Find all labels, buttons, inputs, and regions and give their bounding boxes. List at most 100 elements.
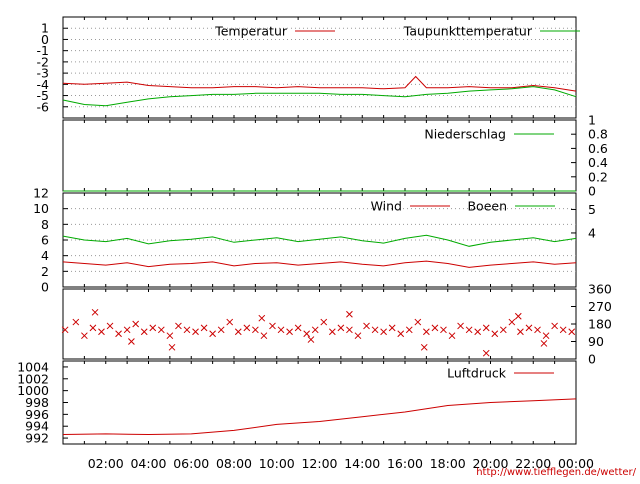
y2-tick-label: 270 — [588, 299, 612, 314]
y-tick-label: 0 — [41, 280, 49, 295]
data-point — [252, 326, 259, 334]
y-tick-label: 0 — [41, 32, 49, 47]
data-point — [106, 322, 114, 330]
y2-tick-label: 360 — [588, 282, 612, 297]
y-tick-label: 994 — [25, 419, 49, 434]
y-tick-label: -4 — [37, 77, 50, 92]
data-point — [132, 320, 140, 328]
data-point — [269, 322, 276, 330]
pressure-panel — [62, 360, 577, 445]
x-tick-label: 22:00 — [515, 456, 551, 471]
data-point — [168, 343, 176, 351]
y2-tick-label: 0.6 — [588, 141, 608, 156]
y2-tick-label: 0.8 — [588, 127, 608, 142]
legend-label: Niederschlag — [424, 127, 506, 142]
data-point — [81, 332, 88, 340]
x-tick-label: 04:00 — [130, 456, 166, 471]
data-point — [217, 326, 225, 334]
data-point — [61, 326, 69, 334]
data-point — [175, 322, 182, 330]
wind-line — [62, 260, 577, 268]
y-tick-label: 2 — [41, 264, 49, 279]
data-point — [420, 343, 428, 351]
data-point — [91, 308, 99, 316]
wind-panel — [62, 192, 577, 288]
wind_direction-frame — [62, 288, 577, 360]
data-point — [542, 332, 550, 340]
wind_direction-panel — [61, 288, 577, 360]
x-tick-label: 02:00 — [88, 456, 124, 471]
x-tick-label: 06:00 — [173, 456, 209, 471]
data-point — [260, 332, 268, 340]
data-point — [534, 326, 541, 334]
x-tick-label: 20:00 — [472, 456, 508, 471]
x-tick-label: 10:00 — [259, 456, 295, 471]
precipitation-panel — [62, 119, 577, 192]
temperatur-line — [62, 75, 577, 92]
y2-tick-label: 90 — [588, 334, 604, 349]
data-point — [388, 324, 396, 332]
data-point — [371, 326, 379, 334]
data-point — [89, 324, 97, 332]
taupunkttemperatur-line — [62, 86, 577, 107]
data-point — [465, 326, 473, 334]
legend-label: Luftdruck — [447, 366, 507, 381]
data-point — [405, 326, 413, 334]
data-point — [346, 310, 353, 318]
temperature-panel — [62, 16, 580, 119]
data-point — [499, 326, 507, 334]
data-point — [286, 328, 293, 336]
data-point — [491, 330, 499, 338]
y2-tick-label: 1 — [588, 113, 596, 128]
y-tick-label: 998 — [25, 395, 49, 410]
y2-tick-label: 0 — [588, 352, 596, 367]
y-tick-label: 12 — [33, 186, 49, 201]
y-tick-label: 10 — [33, 201, 49, 216]
data-point — [346, 326, 353, 334]
data-point — [551, 322, 558, 330]
y2-tick-label: 0 — [588, 184, 596, 199]
y-tick-label: 8 — [41, 217, 49, 232]
data-point — [192, 328, 199, 336]
data-point — [311, 326, 319, 334]
y-tick-label: 992 — [25, 431, 49, 446]
data-point — [166, 332, 174, 340]
y-tick-label: -5 — [37, 88, 49, 103]
data-point — [474, 328, 482, 336]
legend-label: Taupunkttemperatur — [403, 24, 533, 39]
y-tick-label: -2 — [37, 54, 49, 69]
data-point — [294, 324, 302, 332]
data-point — [457, 322, 464, 330]
y-tick-label: 1002 — [17, 371, 49, 386]
data-point — [258, 314, 266, 322]
credit-link: http://www.tiefflegen.de/wetter/ — [476, 467, 636, 478]
data-point — [149, 324, 157, 332]
data-point — [423, 328, 430, 336]
data-point — [517, 328, 524, 336]
y-tick-label: -6 — [37, 99, 50, 114]
data-point — [140, 328, 148, 336]
data-point — [337, 324, 345, 332]
legend-label: Boeen — [467, 199, 507, 214]
x-tick-label: 18:00 — [430, 456, 466, 471]
legend-label: Wind — [371, 199, 402, 214]
data-point — [397, 330, 405, 338]
y2-tick-label: 0.2 — [588, 169, 608, 184]
data-point — [482, 324, 490, 332]
data-point — [128, 338, 135, 345]
data-point — [482, 349, 490, 357]
data-point — [123, 326, 131, 334]
x-tick-label: 12:00 — [301, 456, 337, 471]
data-point — [157, 326, 165, 334]
data-point — [568, 328, 576, 336]
data-point — [440, 326, 447, 334]
data-point — [525, 324, 533, 332]
data-point — [209, 330, 216, 338]
data-point — [234, 328, 242, 336]
data-point — [559, 326, 567, 334]
data-point — [115, 330, 122, 338]
data-point — [303, 330, 311, 338]
data-point — [363, 322, 370, 330]
y-tick-label: 4 — [41, 248, 49, 263]
